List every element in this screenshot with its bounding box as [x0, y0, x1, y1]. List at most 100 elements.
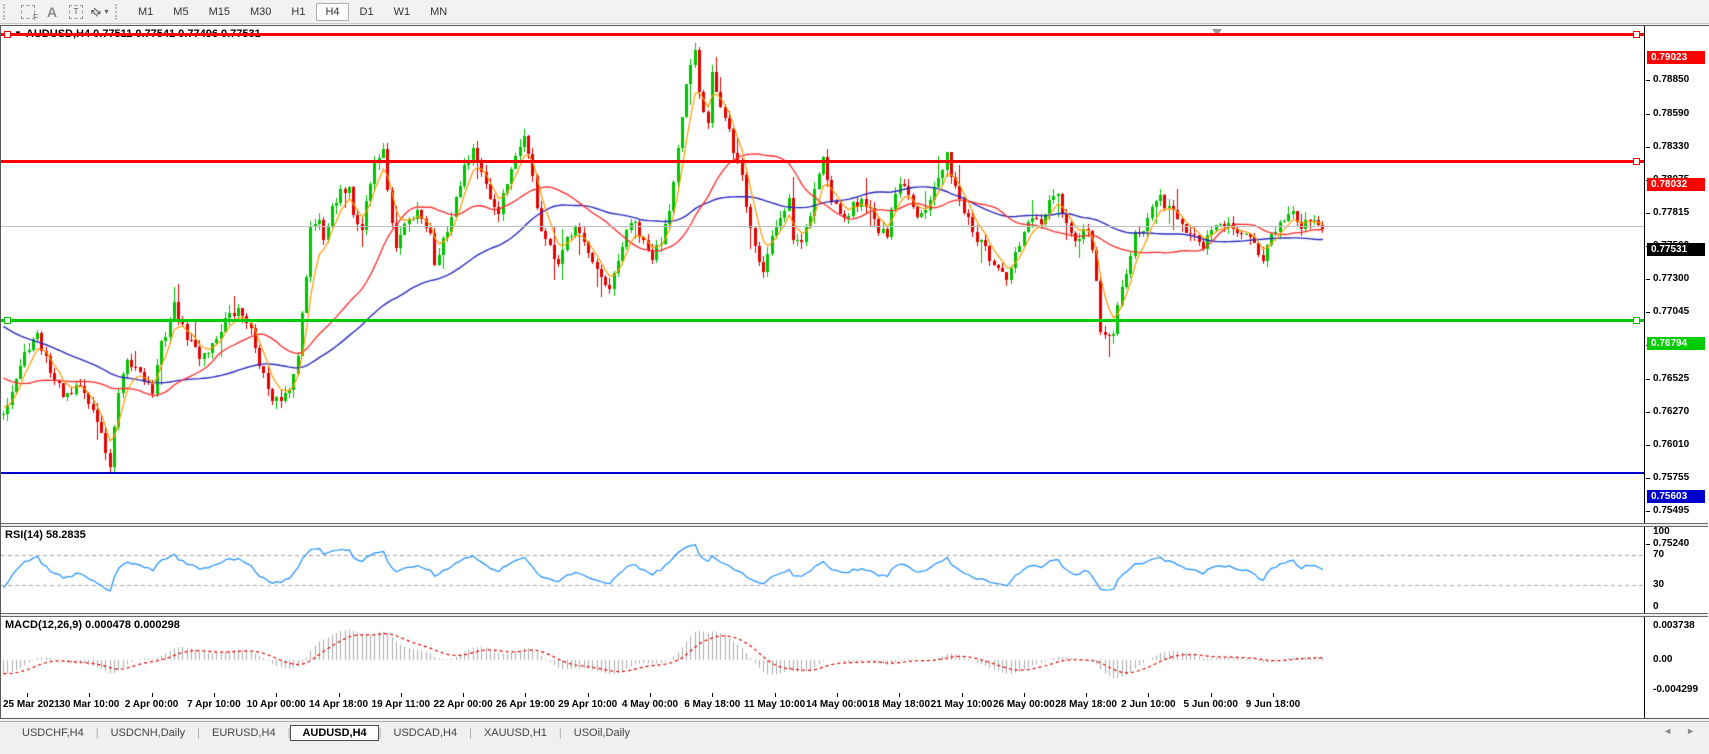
time-tick-label: 10 Apr 00:00: [246, 699, 306, 710]
price-tick: [1646, 147, 1650, 149]
time-tick-label: 29 Apr 10:00: [558, 699, 618, 710]
tab-scroll-left-icon[interactable]: ◄: [1663, 726, 1673, 736]
rsi-label: RSI(14) 58.2835: [5, 529, 86, 541]
price-tick-label: 0.77045: [1653, 306, 1690, 318]
marquee-f-tool-icon[interactable]: F: [17, 2, 39, 22]
time-tick-label: 30 Mar 10:00: [59, 699, 120, 710]
level-price-badge: 0.75603: [1647, 490, 1705, 504]
time-tick: [1024, 693, 1025, 697]
panel-divider[interactable]: [1, 523, 1708, 527]
macd-canvas[interactable]: [1, 617, 1644, 693]
panel-divider[interactable]: [1, 613, 1708, 617]
time-axis[interactable]: 25 Mar 2021 30 Mar 10:00 2 Apr 00:00 7 Apr …: [1, 693, 1644, 718]
chart-title: ▼ AUDUSD,H4 0.77511 0.77541 0.77496 0.775…: [14, 28, 261, 40]
indicator-axis-label: 30: [1653, 578, 1665, 590]
price-tick-label: 0.75495: [1653, 505, 1690, 517]
f-label: F: [33, 12, 38, 22]
level-price-badge: 0.76794: [1647, 337, 1705, 351]
macd-label: MACD(12,26,9) 0.000478 0.000298: [5, 619, 180, 631]
time-tick: [276, 693, 277, 697]
time-tick: [588, 693, 589, 697]
timeframe-m15[interactable]: M15: [208, 5, 230, 18]
chart-tab-usdchf[interactable]: USDCHF,H4: [22, 726, 84, 739]
toolbar-grip[interactable]: [3, 3, 13, 20]
chart-tab-eurusd[interactable]: EURUSD,H4: [212, 726, 276, 739]
time-tick: [775, 693, 776, 697]
indicator-axis-label: 0: [1653, 601, 1659, 612]
text-box-tool-icon[interactable]: T: [65, 2, 87, 22]
price-tick-label: 0.78590: [1653, 107, 1690, 119]
time-tick: [214, 693, 215, 697]
chart-tab-bar: USDCHF,H4 | USDCNH,Daily | EURUSD,H4 | AUDUSD,…: [0, 721, 1709, 743]
chart-tab-usoil[interactable]: USOil,Daily: [573, 726, 630, 739]
cursor-tool-icon[interactable]: ⇄ ▾: [87, 2, 111, 22]
time-tick-label: 5 Jun 00:00: [1183, 699, 1238, 710]
indicator-axis-label: 100: [1653, 526, 1670, 537]
timeframe-w1[interactable]: W1: [393, 5, 411, 18]
time-tick-label: 26 Apr 19:00: [495, 699, 555, 710]
time-tick-label: 14 May 00:00: [806, 699, 868, 710]
timeframe-m30[interactable]: M30: [249, 5, 272, 18]
price-tick-label: 0.76270: [1653, 405, 1690, 417]
time-tick: [401, 693, 402, 697]
indicator-axis-label: 70: [1653, 548, 1665, 560]
chart-tab-xauusd[interactable]: XAUUSD,H1: [483, 726, 547, 739]
time-tick: [27, 693, 28, 697]
price-tick: [1646, 477, 1650, 479]
timeframe-group: M1 M5 M15 M30 H1 H4 D1 W1 MN: [128, 0, 457, 23]
time-tick-label: 26 May 00:00: [992, 699, 1055, 710]
time-tick: [1148, 693, 1149, 697]
chart-tab-audusd[interactable]: AUDUSD,H4: [290, 724, 379, 741]
indicator-axis-label: 0.003738: [1653, 620, 1695, 631]
tab-scroll-right-icon[interactable]: ►: [1686, 726, 1695, 736]
time-tick: [1273, 693, 1274, 697]
price-tick: [1646, 113, 1650, 115]
current-price-badge: 0.77531: [1647, 242, 1705, 256]
timeframe-mn[interactable]: MN: [430, 5, 448, 18]
main-price-plot[interactable]: ▼ AUDUSD,H4 0.77511 0.77541 0.77496 0.775…: [1, 26, 1644, 523]
price-tick-label: 0.75240: [1653, 537, 1690, 549]
tab-separator: |: [287, 726, 291, 739]
time-tick: [1211, 693, 1212, 697]
price-tick: [1646, 279, 1650, 281]
time-tick: [89, 693, 90, 697]
time-tick-label: 14 Apr 18:00: [308, 699, 369, 710]
indicator-axis-label: 0.00: [1653, 654, 1673, 665]
timeframe-h4[interactable]: H4: [316, 2, 349, 21]
price-tick-label: 0.76525: [1653, 372, 1690, 384]
time-tick: [525, 693, 526, 697]
chevron-down-icon: ▾: [104, 7, 109, 16]
time-tick-label: 21 May 10:00: [930, 699, 993, 710]
price-tick-label: 0.77300: [1653, 273, 1690, 285]
timeframe-m1[interactable]: M1: [138, 5, 154, 18]
rsi-canvas[interactable]: [1, 527, 1644, 613]
candlestick-canvas[interactable]: [1, 26, 1644, 523]
toolbar-grip[interactable]: [115, 3, 125, 20]
price-axis[interactable]: 0.788500.785900.783300.780750.778150.775…: [1644, 26, 1709, 718]
time-tick-label: 2 Jun 10:00: [1121, 699, 1176, 710]
macd-panel[interactable]: MACD(12,26,9) 0.000478 0.000298: [1, 617, 1644, 693]
arrows-icon: ⇄: [87, 2, 105, 21]
time-tick-label: 6 May 18:00: [684, 699, 741, 710]
rsi-panel[interactable]: RSI(14) 58.2835: [1, 527, 1644, 613]
indicator-axis-label: -0.004299: [1653, 684, 1699, 695]
price-tick-label: 0.76010: [1653, 439, 1690, 451]
chart-tab-usdcad[interactable]: USDCAD,H4: [393, 726, 458, 739]
tab-separator: |: [469, 726, 472, 739]
collapse-triangle-icon[interactable]: ▼: [14, 29, 22, 38]
tab-separator: |: [558, 726, 562, 739]
tab-separator: |: [197, 726, 201, 739]
text-label-tool-icon[interactable]: A: [41, 2, 63, 22]
timeframe-d1[interactable]: D1: [359, 5, 374, 18]
timeframe-h1[interactable]: H1: [291, 5, 306, 18]
timeframe-m5[interactable]: M5: [173, 5, 189, 18]
time-tick: [463, 693, 464, 697]
level-price-badge: 0.79023: [1647, 51, 1705, 65]
price-tick: [1646, 312, 1650, 314]
chart-tab-usdcnh[interactable]: USDCNH,Daily: [110, 726, 186, 739]
time-tick: [837, 693, 838, 697]
time-tick: [712, 693, 713, 697]
time-tick: [899, 693, 900, 697]
chart-shift-marker[interactable]: [1212, 29, 1222, 36]
